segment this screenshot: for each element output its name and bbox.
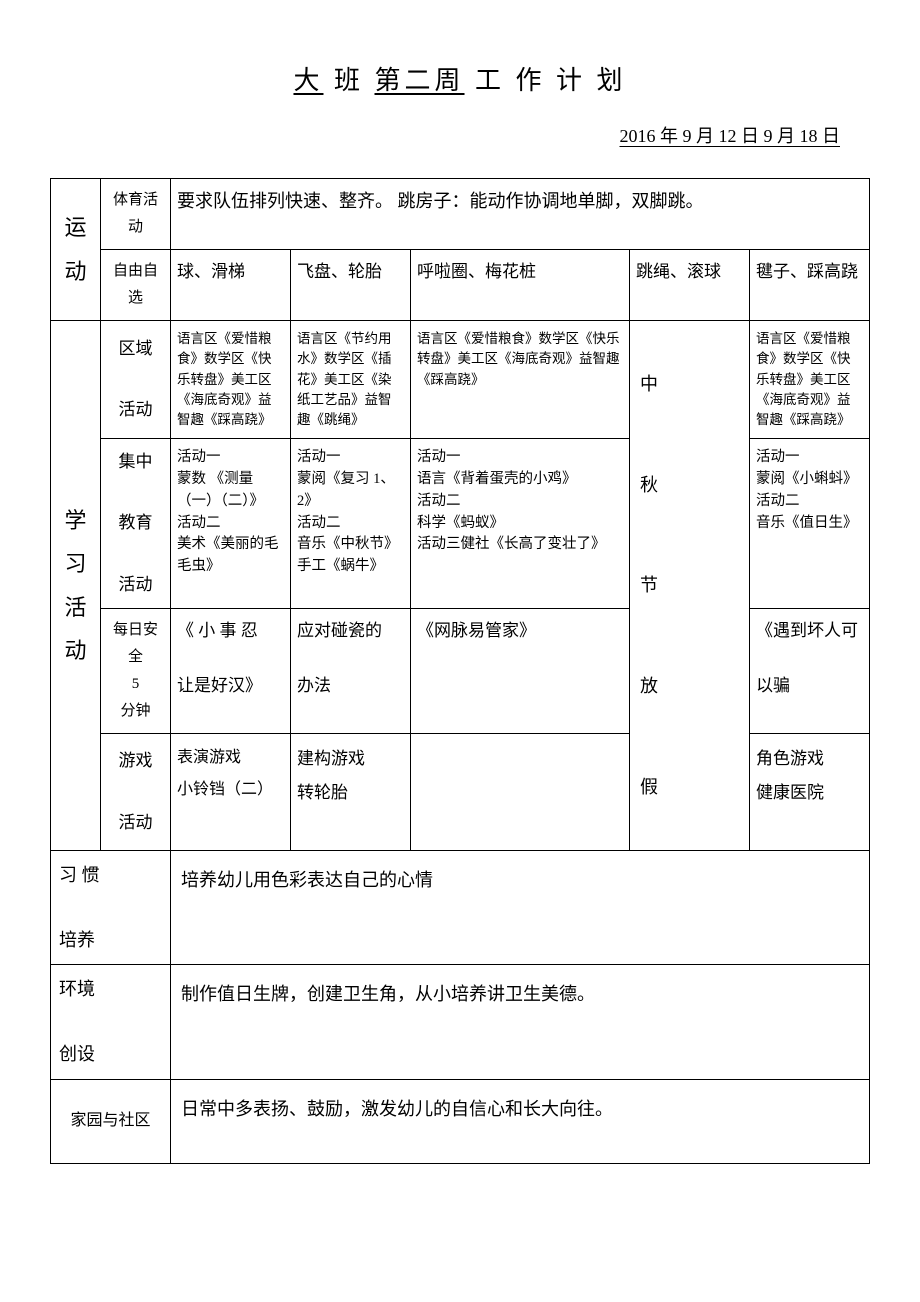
table-row: 环境 创设 制作值日生牌，创建卫生角，从小培养讲卫生美德。 [51, 965, 870, 1079]
community-label: 家园与社区 [51, 1079, 171, 1164]
safety-d3: 《网脉易管家》 [411, 609, 630, 734]
free-d5: 毽子、踩高跷 [750, 250, 870, 321]
free-d1: 球、滑梯 [171, 250, 291, 321]
env-label: 环境 创设 [51, 965, 171, 1079]
safety-label: 每日安全 5 分钟 [101, 609, 171, 734]
title-class-type: 大 [293, 66, 323, 95]
free-d2: 飞盘、轮胎 [291, 250, 411, 321]
area-d2: 语言区《节约用水》数学区《插花》美工区《染纸工艺品》益智趣《跳绳》 [291, 321, 411, 439]
area-label: 区域 活动 [101, 321, 171, 439]
area-d5: 语言区《爱惜粮食》数学区《快乐转盘》美工区《海底奇观》益智趣《踩高跷》 [750, 321, 870, 439]
date-line: 2016 年 9 月 12 日 9 月 18 日 [50, 122, 870, 148]
table-row: 习 惯 培养 培养幼儿用色彩表达自己的心情 [51, 851, 870, 965]
area-d1: 语言区《爱惜粮食》数学区《快乐转盘》美工区《海底奇观》益智趣《踩高跷》 [171, 321, 291, 439]
free-d3: 呼啦圈、梅花桩 [411, 250, 630, 321]
pe-content: 要求队伍排列快速、整齐。 跳房子：能动作协调地单脚，双脚跳。 [171, 179, 870, 250]
teaching-d5: 活动一 蒙阅《小蝌蚪》 活动二 音乐《值日生》 [750, 439, 870, 609]
teaching-d3: 活动一 语言《背着蛋壳的小鸡》 活动二 科学《蚂蚁》 活动三健社《长高了变壮了》 [411, 439, 630, 609]
table-row: 运 动 体育活动 要求队伍排列快速、整齐。 跳房子：能动作协调地单脚，双脚跳。 [51, 179, 870, 250]
community-content: 日常中多表扬、鼓励，激发幼儿的自信心和长大向往。 [171, 1079, 870, 1164]
table-row: 学 习 活 动 区域 活动 语言区《爱惜粮食》数学区《快乐转盘》美工区《海底奇观… [51, 321, 870, 439]
area-d3: 语言区《爱惜粮食》数学区《快乐转盘》美工区《海底奇观》益智趣《踩高跷》 [411, 321, 630, 439]
game-label: 游戏 活动 [101, 734, 171, 851]
safety-d2: 应对碰瓷的 办法 [291, 609, 411, 734]
safety-d5: 《遇到坏人可 以骗 [750, 609, 870, 734]
learning-header: 学 习 活 动 [51, 321, 101, 851]
pe-label: 体育活动 [101, 179, 171, 250]
page-title: 大 班 第二周 工 作 计 划 [50, 60, 870, 97]
title-suffix: 工 作 计 划 [475, 66, 627, 95]
game-d2: 建构游戏 转轮胎 [291, 734, 411, 851]
game-d1: 表演游戏 小铃铛（二） [171, 734, 291, 851]
teaching-label: 集中 教育 活动 [101, 439, 171, 609]
habit-content: 培养幼儿用色彩表达自己的心情 [171, 851, 870, 965]
teaching-d2: 活动一 蒙阅《复习 1、2》 活动二 音乐《中秋节》手工《蜗牛》 [291, 439, 411, 609]
plan-table: 运 动 体育活动 要求队伍排列快速、整齐。 跳房子：能动作协调地单脚，双脚跳。 … [50, 178, 870, 1164]
teaching-d1: 活动一 蒙数 《测量（一）（二）》 活动二 美术《美丽的毛毛虫》 [171, 439, 291, 609]
game-d5: 角色游戏 健康医院 [750, 734, 870, 851]
title-class-char: 班 [334, 66, 364, 95]
game-d3 [411, 734, 630, 851]
table-row: 家园与社区 日常中多表扬、鼓励，激发幼儿的自信心和长大向往。 [51, 1079, 870, 1164]
title-week: 第二周 [375, 66, 465, 95]
env-content: 制作值日生牌，创建卫生角，从小培养讲卫生美德。 [171, 965, 870, 1079]
free-d4: 跳绳、滚球 [630, 250, 750, 321]
free-label: 自由自选 [101, 250, 171, 321]
habit-label: 习 惯 培养 [51, 851, 171, 965]
sports-header: 运 动 [51, 179, 101, 321]
holiday-cell: 中 秋 节 放 假 [630, 321, 750, 851]
table-row: 自由自选 球、滑梯 飞盘、轮胎 呼啦圈、梅花桩 跳绳、滚球 毽子、踩高跷 [51, 250, 870, 321]
safety-d1: 《 小 事 忍 让是好汉》 [171, 609, 291, 734]
